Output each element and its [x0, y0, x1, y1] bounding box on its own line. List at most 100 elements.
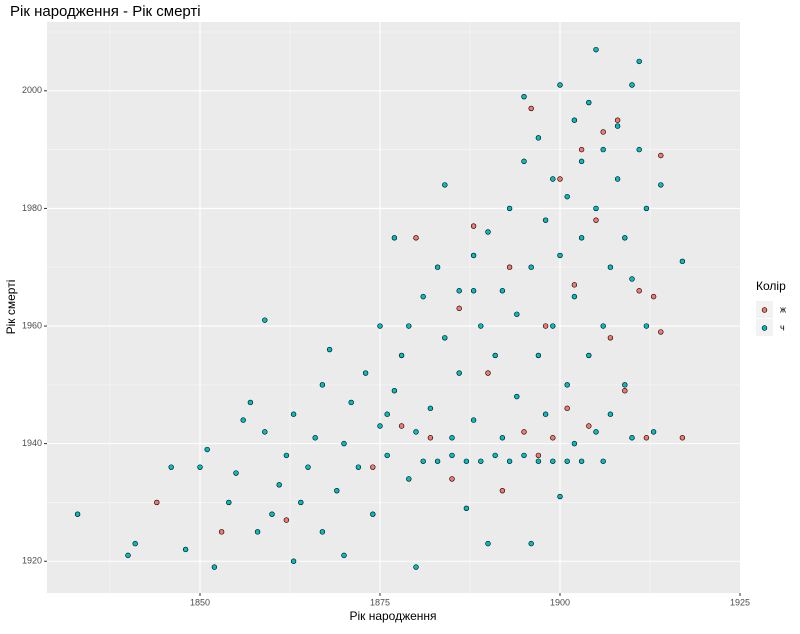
point: [74, 511, 81, 517]
point: [384, 411, 390, 417]
point: [319, 529, 326, 535]
point: [578, 458, 585, 464]
point: [362, 370, 369, 376]
point: [506, 264, 513, 270]
point: [312, 435, 318, 441]
point: [341, 552, 347, 559]
point: [499, 288, 506, 294]
point: [290, 558, 297, 564]
point: [636, 288, 642, 294]
point: [218, 529, 225, 535]
point: [578, 158, 585, 165]
point: [564, 458, 570, 464]
y-axis-label: Рік смерті: [4, 280, 18, 335]
point: [413, 429, 419, 435]
point: [679, 258, 686, 265]
point: [614, 176, 621, 182]
y-tick-label: 1980: [22, 203, 42, 213]
point: [535, 452, 542, 459]
point: [319, 382, 326, 388]
point: [240, 417, 246, 423]
point: [658, 152, 664, 159]
point: [542, 323, 549, 329]
point: [564, 193, 570, 200]
point: [521, 452, 527, 459]
point: [643, 205, 650, 212]
point: [449, 476, 455, 482]
point: [449, 452, 455, 459]
point: [499, 435, 506, 441]
point: [420, 293, 426, 300]
point: [254, 529, 261, 535]
grid: [47, 22, 740, 593]
point: [629, 82, 635, 88]
point: [478, 458, 484, 464]
point: [348, 399, 354, 406]
point: [470, 223, 477, 229]
point: [679, 435, 686, 441]
point: [262, 317, 268, 323]
point: [629, 276, 635, 282]
point: [614, 117, 621, 123]
point: [650, 429, 657, 435]
point: [492, 352, 498, 359]
point: [557, 252, 563, 259]
point: [578, 146, 585, 153]
panel: [47, 22, 740, 593]
point: [434, 458, 441, 464]
point: [629, 435, 635, 441]
y-tick-label: 2000: [22, 85, 42, 95]
point: [283, 517, 290, 523]
point: [391, 235, 398, 241]
point: [658, 329, 664, 335]
point: [622, 388, 628, 394]
point: [298, 499, 304, 506]
point: [269, 511, 275, 517]
point: [334, 487, 340, 494]
point: [449, 435, 455, 441]
point: [557, 493, 563, 500]
point: [600, 129, 606, 135]
point: [377, 323, 383, 329]
point: [470, 252, 477, 259]
point: [420, 458, 426, 464]
y-tick-label: 1920: [22, 556, 42, 566]
point: [413, 235, 419, 241]
point: [550, 458, 556, 464]
point: [355, 464, 362, 470]
point: [226, 499, 232, 506]
point: [290, 411, 297, 417]
point: [456, 288, 462, 294]
point: [643, 323, 650, 329]
point: [341, 440, 347, 447]
point: [571, 293, 578, 300]
point: [564, 405, 570, 412]
point: [247, 399, 254, 406]
point: [168, 464, 174, 470]
point: [622, 382, 628, 388]
legend-label: ч: [780, 322, 785, 332]
point: [600, 458, 606, 464]
point: [370, 464, 376, 470]
point: [384, 452, 390, 459]
point: [535, 135, 542, 141]
point: [370, 511, 376, 517]
point: [550, 323, 556, 329]
point: [593, 429, 599, 435]
point: [413, 564, 419, 570]
point: [276, 482, 282, 488]
point: [478, 323, 484, 329]
point: [326, 346, 333, 353]
point: [658, 182, 664, 188]
point: [521, 158, 527, 165]
y-tick-label: 1960: [22, 320, 42, 330]
point: [391, 388, 398, 394]
point: [485, 370, 491, 376]
point: [262, 429, 268, 435]
point: [514, 311, 520, 317]
x-tick-label: 1875: [370, 597, 390, 607]
point: [434, 264, 441, 270]
point: [499, 487, 506, 494]
point: [550, 435, 556, 441]
legend-title: Колір: [756, 279, 786, 293]
